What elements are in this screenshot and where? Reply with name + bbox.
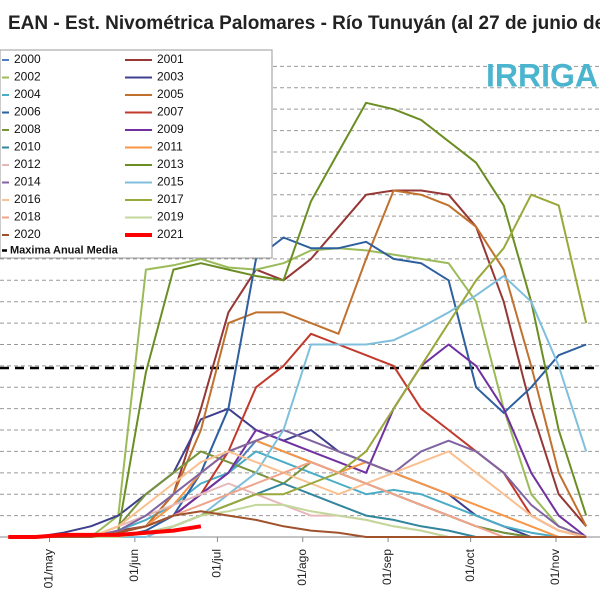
legend-label: 2019 <box>157 210 184 224</box>
legend-label: Maxima Anual Media <box>10 244 119 256</box>
legend-label: 2016 <box>14 192 41 206</box>
legend-label: 2006 <box>14 105 41 119</box>
x-tick-label: 01/nov <box>548 549 562 585</box>
legend-label: 2020 <box>14 227 41 241</box>
legend-label: 2015 <box>157 175 184 189</box>
legend-label: 2017 <box>157 192 184 206</box>
chart-title: EAN - Est. Nivométrica Palomares - Río T… <box>8 13 600 34</box>
legend-label: 2008 <box>14 122 41 136</box>
legend-label: 2014 <box>14 175 41 189</box>
legend-label: 2000 <box>14 52 41 66</box>
legend-label: 2001 <box>157 52 184 66</box>
legend-label: 2012 <box>14 157 41 171</box>
series-line <box>8 247 587 538</box>
legend-label: 2004 <box>14 87 41 101</box>
legend-label: 2007 <box>157 105 184 119</box>
x-tick-label: 01/oct <box>463 548 477 581</box>
legend-label: 2009 <box>157 122 184 136</box>
series-line <box>8 524 202 539</box>
x-tick-label: 01/may <box>42 549 56 588</box>
legend-label: 2011 <box>157 140 183 154</box>
x-tick-label: 01/ago <box>295 549 309 586</box>
x-tick-label: 01/jul <box>210 549 224 578</box>
legend: 2000 2001 2002 2003 2004 2005 2006 2007 2008 2009… <box>0 49 273 259</box>
logo: IRRIGA <box>486 57 598 93</box>
x-tick-label: 01/jun <box>127 549 141 582</box>
series-line <box>8 450 587 538</box>
legend-label: 2010 <box>14 140 41 154</box>
legend-label: 2002 <box>14 70 41 84</box>
legend-box <box>0 49 273 259</box>
legend-label: 2005 <box>157 87 184 101</box>
legend-label: 2013 <box>157 157 184 171</box>
legend-label: 2003 <box>157 70 184 84</box>
legend-label: 2018 <box>14 210 41 224</box>
x-tick-label: 01/sep <box>380 549 394 585</box>
legend-label: 2021 <box>157 227 184 241</box>
